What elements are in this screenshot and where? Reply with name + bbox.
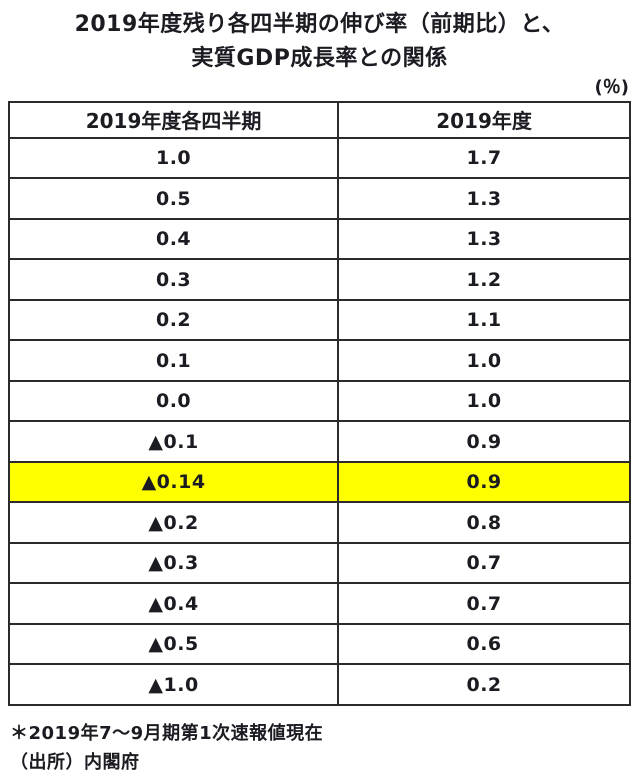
table-row: ▲0.1 0.9 <box>7 420 631 463</box>
cell-fiscal-year-growth: 1.0 <box>337 339 631 382</box>
table-row: 0.1 1.0 <box>7 339 631 382</box>
table-row: ▲0.3 0.7 <box>7 541 631 585</box>
cell-fiscal-year-growth: 0.8 <box>337 501 631 544</box>
col-header-fiscal-year-growth: 2019年度 <box>337 100 631 139</box>
cell-quarterly-growth: 0.2 <box>7 298 340 342</box>
table-row: ▲0.4 0.7 <box>7 582 631 625</box>
footnote-data-note: ＊2019年7～9月期第1次速報値現在 <box>10 722 324 744</box>
col-header-quarterly-growth: 2019年度各四半期 <box>7 100 340 139</box>
cell-quarterly-growth: ▲0.5 <box>7 622 340 666</box>
table-row: 0.2 1.1 <box>7 298 631 342</box>
cell-quarterly-growth: 0.4 <box>7 217 340 261</box>
table-row: 0.3 1.2 <box>7 258 631 301</box>
cell-quarterly-growth: ▲0.2 <box>7 501 340 544</box>
cell-fiscal-year-growth: 0.2 <box>337 663 631 706</box>
footnote-source: （出所）内閣府 <box>10 752 140 774</box>
cell-fiscal-year-growth: 0.7 <box>337 582 631 625</box>
footnotes: ＊2019年7～9月期第1次速報値現在 （出所）内閣府 <box>10 719 631 778</box>
unit-label: (％) <box>594 77 629 99</box>
table-row: ▲1.0 0.2 <box>7 663 631 706</box>
cell-quarterly-growth: ▲0.14 <box>7 460 340 504</box>
cell-fiscal-year-growth: 0.6 <box>337 622 631 666</box>
cell-fiscal-year-growth: 1.1 <box>337 298 631 342</box>
table-body: 1.0 1.7 0.5 1.3 0.4 1.3 0.3 1.2 0.2 1.1 0.1 1.0 0.0 1… <box>7 136 631 706</box>
table-header-row: 2019年度各四半期 2019年度 <box>7 100 631 139</box>
table-row: 0.5 1.3 <box>7 177 631 220</box>
table-row: ▲0.5 0.6 <box>7 622 631 666</box>
cell-quarterly-growth: 0.3 <box>7 258 340 301</box>
cell-quarterly-growth: 1.0 <box>7 136 340 180</box>
page-title-line2: 実質GDP成長率との関係 <box>191 46 448 72</box>
cell-quarterly-growth: 0.0 <box>7 379 340 423</box>
cell-fiscal-year-growth: 0.9 <box>337 420 631 463</box>
cell-fiscal-year-growth: 1.2 <box>337 258 631 301</box>
cell-fiscal-year-growth: 0.7 <box>337 541 631 585</box>
table-row: 0.0 1.0 <box>7 379 631 423</box>
cell-fiscal-year-growth: 0.9 <box>337 460 631 504</box>
cell-quarterly-growth: ▲0.3 <box>7 541 340 585</box>
cell-quarterly-growth: ▲0.1 <box>7 420 340 463</box>
table-row: ▲0.2 0.8 <box>7 501 631 544</box>
cell-quarterly-growth: ▲1.0 <box>7 663 340 706</box>
cell-quarterly-growth: ▲0.4 <box>7 582 340 625</box>
cell-fiscal-year-growth: 1.3 <box>337 217 631 261</box>
gdp-growth-table: 2019年度各四半期 2019年度 1.0 1.7 0.5 1.3 0.4 1.3 0.3 1… <box>7 100 631 706</box>
table-row: 1.0 1.7 <box>7 136 631 180</box>
table-row-highlighted: ▲0.14 0.9 <box>7 460 631 504</box>
page-title-line1: 2019年度残り各四半期の伸び率（前期比）と、 <box>74 12 565 37</box>
table-row: 0.4 1.3 <box>7 217 631 261</box>
cell-fiscal-year-growth: 1.3 <box>337 177 631 220</box>
cell-quarterly-growth: 0.5 <box>7 177 340 220</box>
cell-quarterly-growth: 0.1 <box>7 339 340 382</box>
cell-fiscal-year-growth: 1.0 <box>337 379 631 423</box>
page-title: 2019年度残り各四半期の伸び率（前期比）と、 実質GDP成長率との関係 <box>8 8 631 76</box>
cell-fiscal-year-growth: 1.7 <box>337 136 631 180</box>
